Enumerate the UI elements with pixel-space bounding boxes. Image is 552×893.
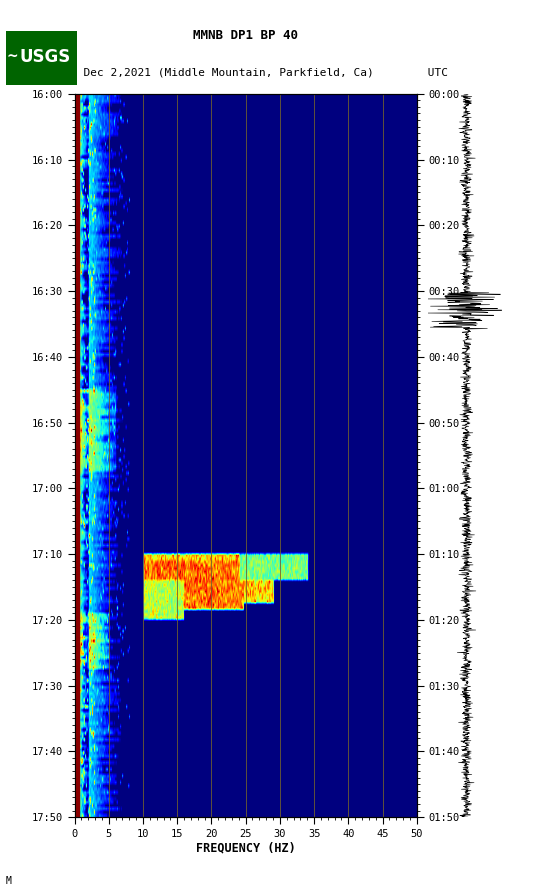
Text: PST   Dec 2,2021 (Middle Mountain, Parkfield, Ca)        UTC: PST Dec 2,2021 (Middle Mountain, Parkfie… (43, 67, 448, 77)
Text: M: M (6, 876, 12, 886)
Text: MMNB DP1 BP 40: MMNB DP1 BP 40 (193, 29, 298, 42)
X-axis label: FREQUENCY (HZ): FREQUENCY (HZ) (196, 842, 295, 855)
Text: USGS: USGS (19, 48, 71, 66)
Text: ~: ~ (7, 50, 19, 64)
Bar (74, 94, 78, 817)
